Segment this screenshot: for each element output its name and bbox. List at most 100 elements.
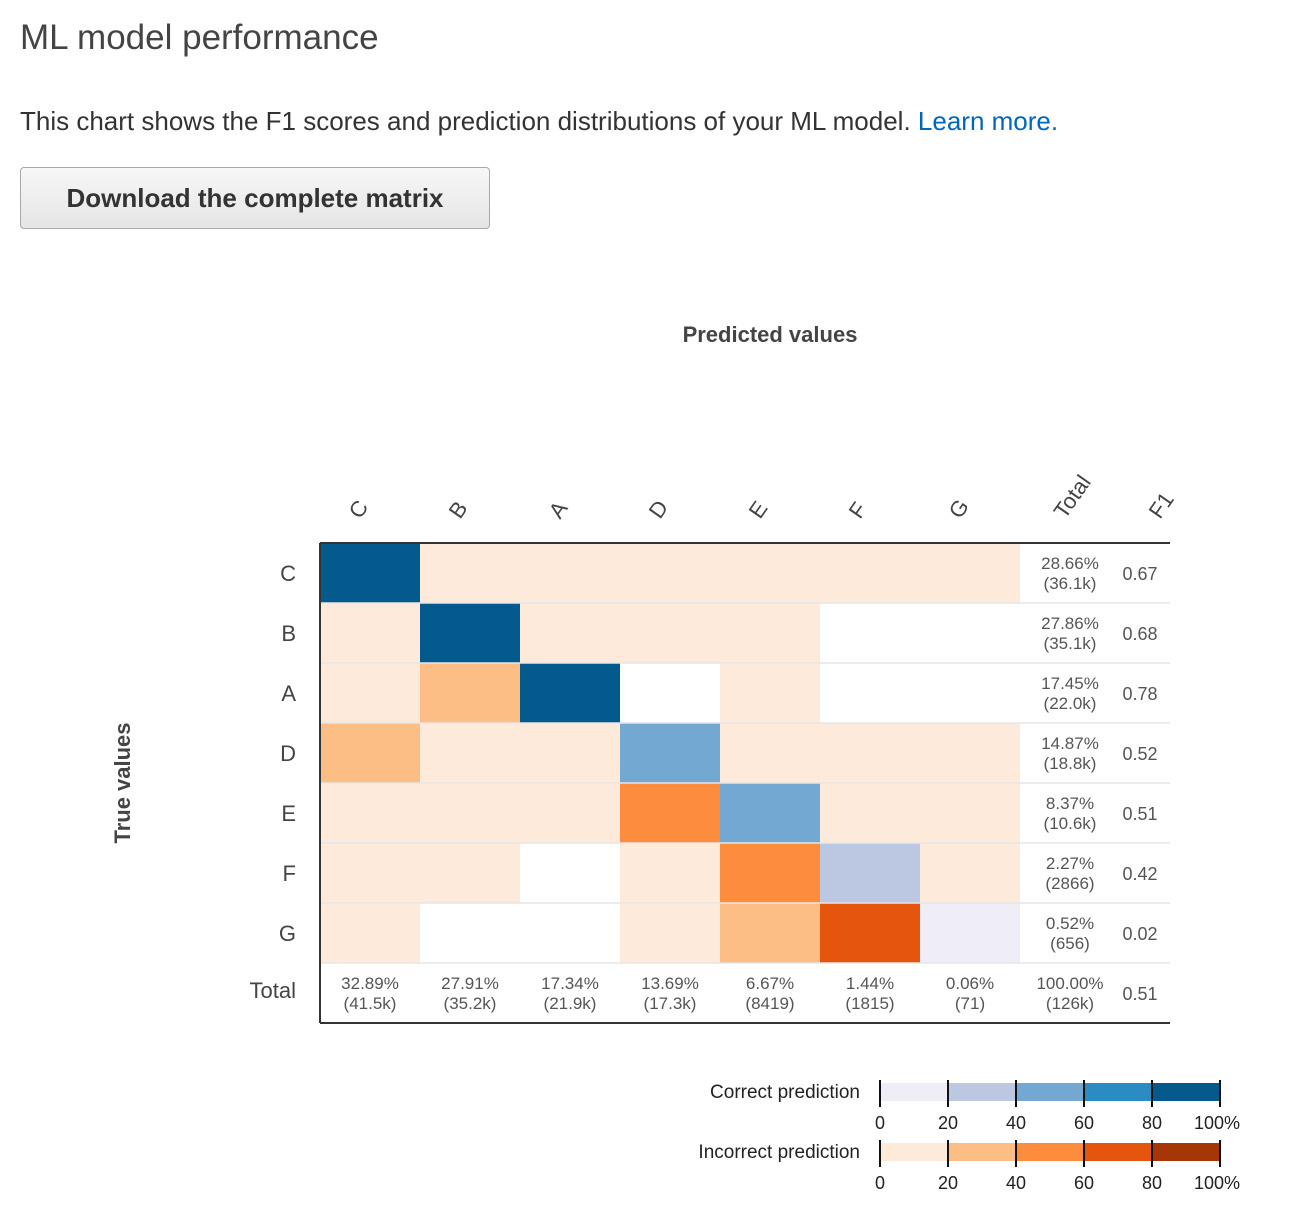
matrix-cell-f-c [320, 843, 420, 903]
column-total-percent: 0.06% [946, 974, 994, 993]
column-header-c: C [344, 495, 374, 522]
legend-incorrect-label: Incorrect prediction [698, 1142, 860, 1163]
f1-score: 0.67 [1122, 564, 1157, 584]
column-total-count: (17.3k) [644, 994, 697, 1013]
matrix-cell-e-g [920, 783, 1020, 843]
row-total-count: (36.1k) [1044, 574, 1097, 593]
matrix-cell-d-b [420, 723, 520, 783]
column-total-count: (71) [955, 994, 985, 1013]
matrix-cell-c-a [520, 543, 620, 603]
matrix-cell-f-b [420, 843, 520, 903]
page-title: ML model performance [20, 18, 379, 57]
learn-more-link[interactable]: Learn more. [917, 106, 1059, 136]
legend-tick-label: 80 [1142, 1173, 1162, 1193]
matrix-cell-a-b [420, 663, 520, 723]
matrix-cell-e-e [720, 783, 820, 843]
row-label-total: Total [250, 978, 296, 1003]
legend-tick-label: 80 [1142, 1113, 1162, 1133]
column-total-count: (21.9k) [544, 994, 597, 1013]
f1-score: 0.42 [1122, 864, 1157, 884]
download-matrix-button[interactable]: Download the complete matrix [20, 167, 490, 229]
column-header-total: Total [1049, 470, 1096, 522]
matrix-cell-g-a [520, 903, 620, 963]
overall-f1-score: 0.51 [1122, 984, 1157, 1004]
matrix-cell-c-b [420, 543, 520, 603]
legend-tick-label: 60 [1074, 1113, 1094, 1133]
row-total-percent: 17.45% [1041, 674, 1099, 693]
legend-correct-swatch [880, 1083, 948, 1101]
legend-tick-label: 40 [1006, 1113, 1026, 1133]
matrix-cell-g-c [320, 903, 420, 963]
column-header-a: A [544, 496, 573, 523]
matrix-cell-a-c [320, 663, 420, 723]
legend-tick-label: 0 [875, 1113, 885, 1133]
legend-incorrect-swatch [880, 1143, 948, 1161]
matrix-cell-b-d [620, 603, 720, 663]
row-total-percent: 0.52% [1046, 914, 1094, 933]
legend-tick-label: 40 [1006, 1173, 1026, 1193]
matrix-gridlines [319, 542, 1170, 1024]
matrix-cell-b-b [420, 603, 520, 663]
row-label-e: E [281, 801, 296, 826]
matrix-cell-d-g [920, 723, 1020, 783]
legend-correct-label: Correct prediction [710, 1082, 860, 1103]
row-total-count: (656) [1050, 934, 1090, 953]
matrix-labels: C B A D E F G Total F1C 28.66%(36.1k) 0.67B 27.86%(… [250, 470, 1179, 1013]
column-total-percent: 13.69% [641, 974, 699, 993]
legend-incorrect-swatch [1016, 1143, 1084, 1161]
column-total-count: (35.2k) [444, 994, 497, 1013]
legend-correct-swatch [1084, 1083, 1152, 1101]
matrix-cell-c-c [320, 543, 420, 603]
matrix-cell-e-d [620, 783, 720, 843]
row-label-a: A [281, 681, 296, 706]
matrix-cell-a-g [920, 663, 1020, 723]
matrix-cell-g-g [920, 903, 1020, 963]
f1-score: 0.52 [1122, 744, 1157, 764]
legend-incorrect-swatch [948, 1143, 1016, 1161]
matrix-cell-c-f [820, 543, 920, 603]
row-total-count: (10.6k) [1044, 814, 1097, 833]
matrix-cell-g-b [420, 903, 520, 963]
row-total-count: (2866) [1045, 874, 1094, 893]
column-total-percent: 32.89% [341, 974, 399, 993]
f1-score: 0.02 [1122, 924, 1157, 944]
column-total-percent: 1.44% [846, 974, 894, 993]
matrix-cell-f-g [920, 843, 1020, 903]
column-total-percent: 17.34% [541, 974, 599, 993]
matrix-cell-g-d [620, 903, 720, 963]
column-header-d: D [644, 496, 674, 523]
grand-total-percent: 100.00% [1036, 974, 1103, 993]
row-total-count: (18.8k) [1044, 754, 1097, 773]
row-total-percent: 28.66% [1041, 554, 1099, 573]
matrix-cell-b-f [820, 603, 920, 663]
legend-incorrect-swatch [1152, 1143, 1220, 1161]
matrix-cell-c-e [720, 543, 820, 603]
matrix-cell-f-a [520, 843, 620, 903]
legend-tick-label: 20 [938, 1173, 958, 1193]
f1-score: 0.78 [1122, 684, 1157, 704]
row-total-percent: 14.87% [1041, 734, 1099, 753]
row-total-count: (35.1k) [1044, 634, 1097, 653]
column-header-f: F [844, 498, 872, 523]
legend-tick-label: 60 [1074, 1173, 1094, 1193]
matrix-cell-g-f [820, 903, 920, 963]
matrix-cell-b-g [920, 603, 1020, 663]
legend-tick-label: 0 [875, 1173, 885, 1193]
matrix-cell-f-f [820, 843, 920, 903]
matrix-cell-b-a [520, 603, 620, 663]
color-legend: Correct prediction 0 20 40 60 80 100% Incorrect… [698, 1080, 1240, 1193]
matrix-cell-e-a [520, 783, 620, 843]
chart-description: This chart shows the F1 scores and predi… [20, 106, 1058, 137]
column-header-g: G [944, 495, 974, 523]
matrix-cell-e-b [420, 783, 520, 843]
description-text: This chart shows the F1 scores and predi… [20, 106, 911, 136]
legend-incorrect-swatch [1084, 1143, 1152, 1161]
column-header-f1: F1 [1144, 487, 1179, 522]
column-total-count: (8419) [745, 994, 794, 1013]
row-total-percent: 2.27% [1046, 854, 1094, 873]
column-total-percent: 6.67% [746, 974, 794, 993]
matrix-cell-g-e [720, 903, 820, 963]
matrix-cell-c-d [620, 543, 720, 603]
matrix-cell-d-e [720, 723, 820, 783]
